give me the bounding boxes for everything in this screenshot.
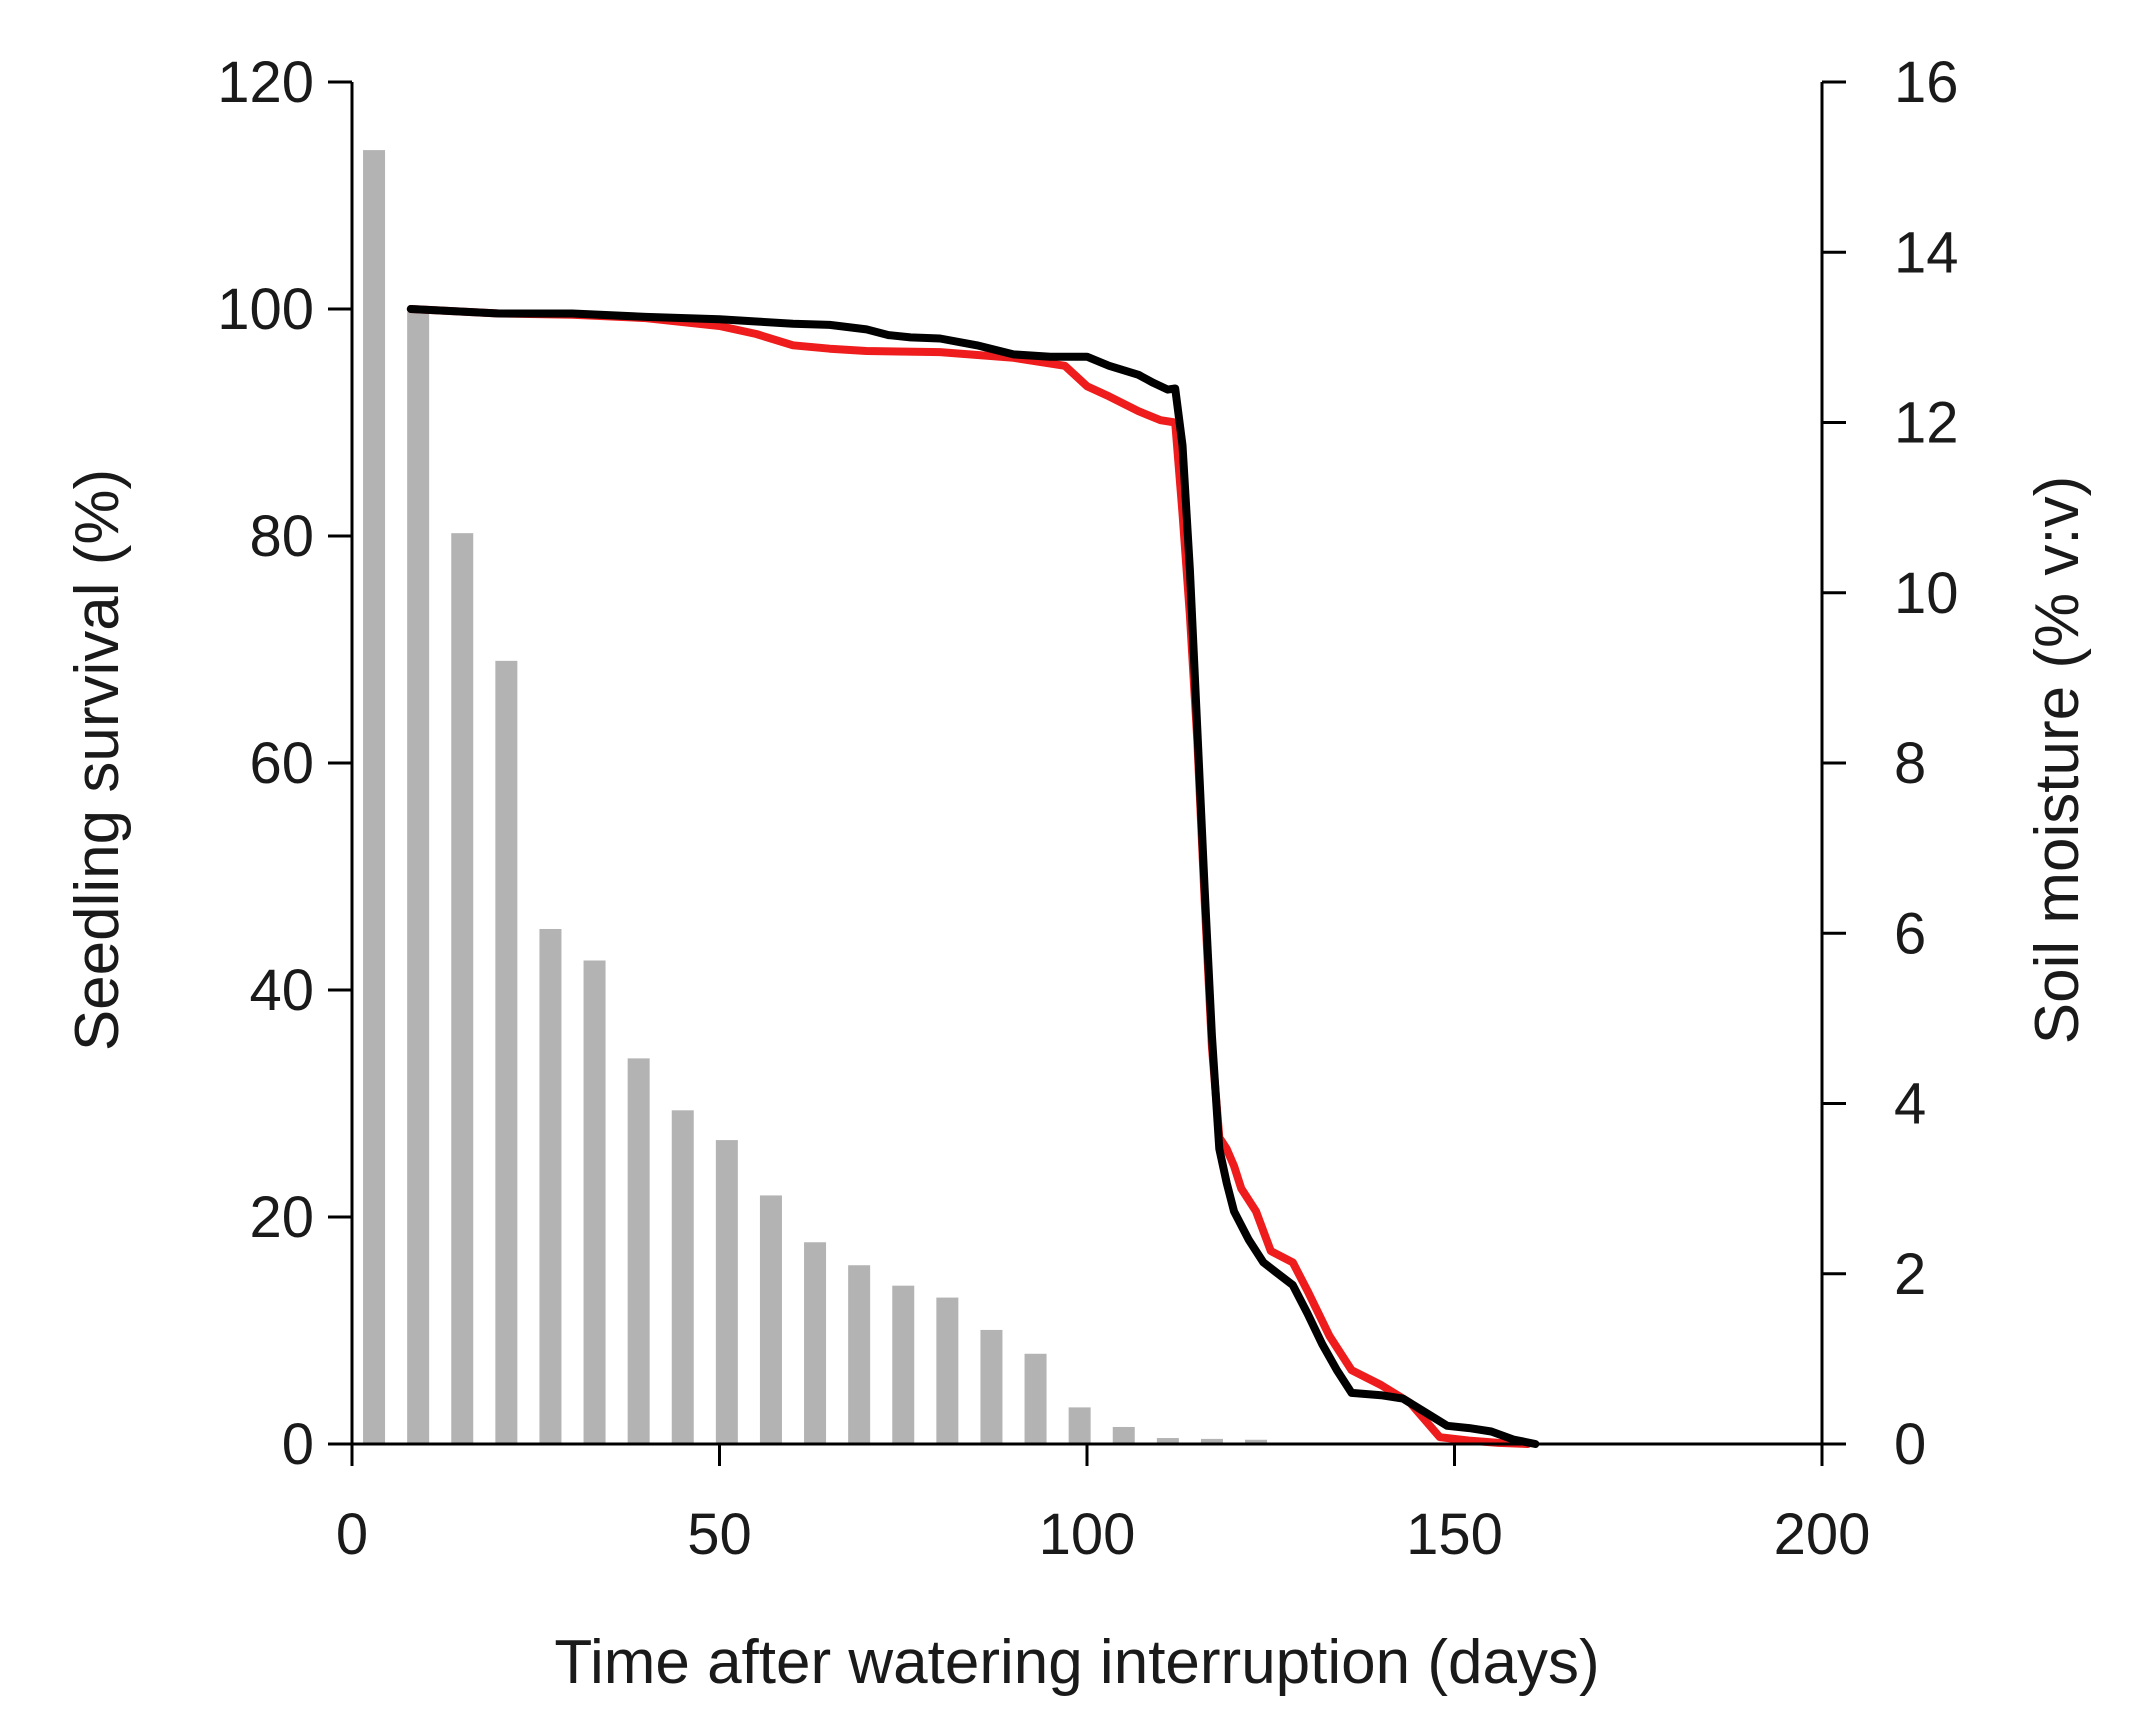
y2-tick-label: 12	[1894, 391, 1959, 456]
soil-moisture-bar	[363, 150, 386, 1445]
soil-moisture-bar	[980, 1329, 1003, 1444]
soil-moisture-bar	[1200, 1438, 1223, 1444]
y-tick-label: 40	[249, 958, 314, 1023]
y-axis-title: Seedling survival (%)	[63, 469, 132, 1051]
soil-moisture-bar	[1024, 1353, 1047, 1444]
y2-tick-label: 14	[1894, 220, 1959, 285]
x-tick-label: 100	[1039, 1502, 1136, 1567]
soil-moisture-bar	[407, 311, 430, 1444]
soil-moisture-bar	[1245, 1439, 1268, 1444]
soil-moisture-bar	[583, 960, 606, 1444]
survival-line-red	[406, 305, 1532, 1448]
soil-moisture-bar	[1068, 1407, 1091, 1444]
soil-moisture-bar	[495, 660, 518, 1444]
y2-tick-label: 4	[1894, 1072, 1926, 1137]
y2-tick-label: 6	[1894, 901, 1926, 966]
soil-moisture-bar	[451, 533, 474, 1444]
y-tick-label: 0	[282, 1412, 314, 1477]
soil-moisture-bar	[804, 1242, 827, 1444]
tick-labels: 0 20 40 60 80 100 120 0 2 4 6 8 10 12 14 16 0 50 100 150 200	[217, 50, 1958, 1567]
soil-moisture-bar	[848, 1265, 871, 1444]
x-tick-label: 150	[1406, 1502, 1503, 1567]
soil-moisture-bar	[936, 1297, 959, 1444]
y2-tick-label: 8	[1894, 731, 1926, 796]
soil-moisture-bar	[627, 1058, 650, 1444]
y-tick-label: 80	[249, 504, 314, 569]
x-tick-label: 50	[687, 1502, 752, 1567]
soil-moisture-bar	[759, 1195, 782, 1444]
y2-axis-title: Soil moisture (% v:v)	[2023, 476, 2092, 1044]
y-tick-label: 20	[249, 1185, 314, 1250]
y-tick-label: 60	[249, 731, 314, 796]
y2-tick-label: 2	[1894, 1242, 1926, 1307]
survival-line-black	[406, 305, 1540, 1448]
soil-moisture-bar	[1156, 1438, 1179, 1444]
x-tick-label: 200	[1774, 1502, 1871, 1567]
soil-moisture-bar	[892, 1285, 915, 1444]
soil-moisture-bar	[671, 1110, 694, 1444]
axes	[328, 80, 1846, 1466]
soil-moisture-bar	[539, 928, 562, 1444]
y2-tick-label: 16	[1894, 50, 1959, 115]
y2-tick-label: 0	[1894, 1412, 1926, 1477]
y2-tick-label: 10	[1894, 561, 1959, 626]
x-axis-title: Time after watering interruption (days)	[554, 1628, 1599, 1697]
soil-moisture-bars	[363, 150, 1268, 1445]
y-tick-label: 100	[217, 277, 314, 342]
x-tick-label: 0	[336, 1502, 368, 1567]
soil-moisture-bar	[1112, 1426, 1135, 1444]
soil-moisture-bar	[715, 1140, 738, 1444]
survival-lines	[406, 305, 1540, 1448]
y-tick-label: 120	[217, 50, 314, 115]
